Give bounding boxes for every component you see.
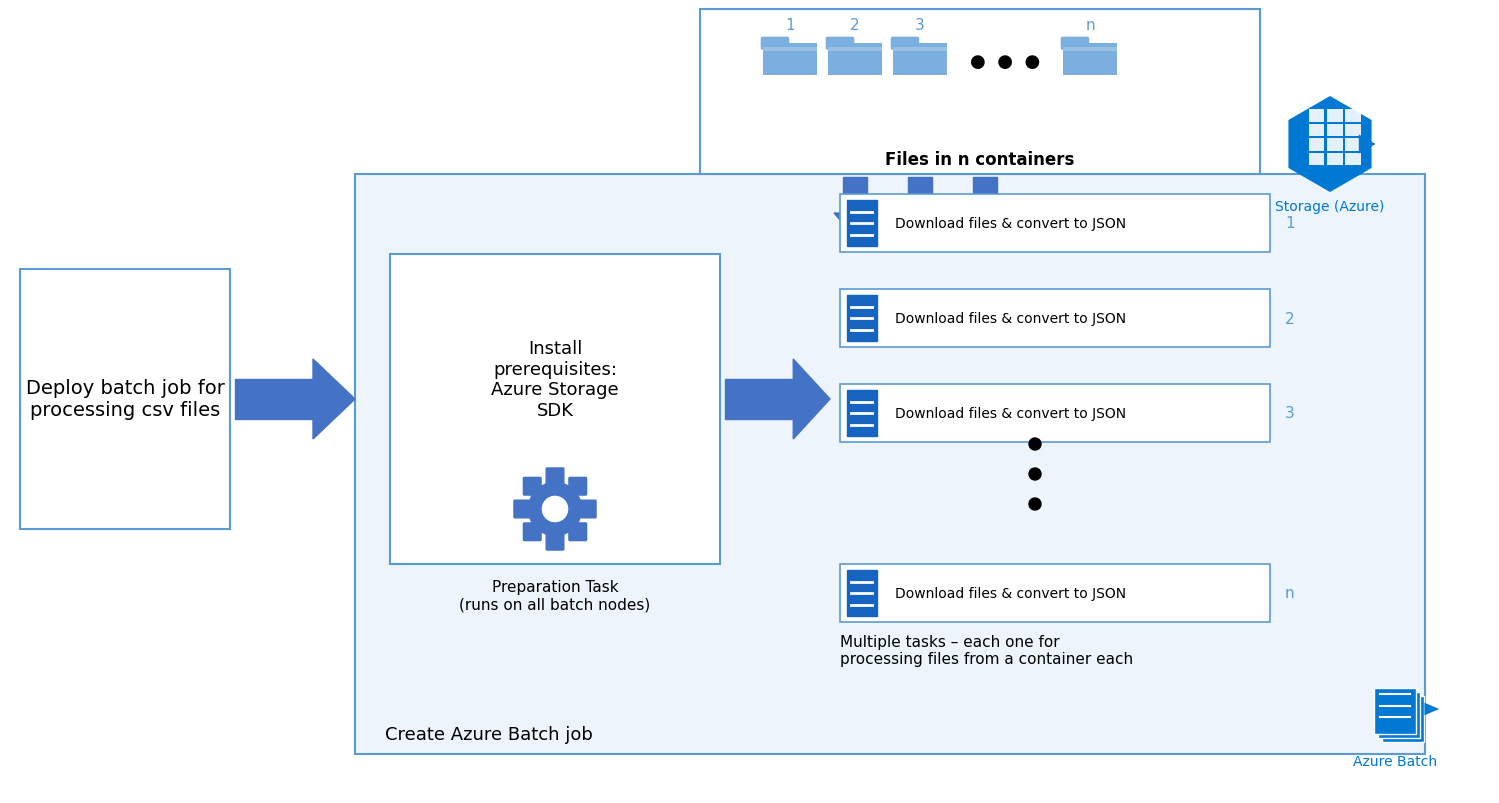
FancyBboxPatch shape	[514, 500, 532, 518]
FancyBboxPatch shape	[847, 570, 877, 616]
FancyBboxPatch shape	[844, 177, 866, 214]
FancyBboxPatch shape	[523, 524, 541, 541]
Polygon shape	[1358, 135, 1376, 154]
Polygon shape	[899, 214, 941, 238]
Circle shape	[1028, 438, 1040, 450]
Text: Download files & convert to JSON: Download files & convert to JSON	[895, 217, 1126, 230]
FancyBboxPatch shape	[847, 201, 877, 247]
Text: 3: 3	[914, 18, 925, 32]
Text: Install
prerequisites:
Azure Storage
SDK: Install prerequisites: Azure Storage SDK	[492, 340, 619, 420]
Text: Create Azure Batch job: Create Azure Batch job	[385, 725, 594, 743]
FancyBboxPatch shape	[847, 296, 877, 341]
Text: 1: 1	[1285, 216, 1295, 231]
Circle shape	[1028, 499, 1040, 511]
FancyBboxPatch shape	[546, 468, 564, 486]
Text: ●  ●  ●: ● ● ●	[970, 53, 1040, 71]
FancyBboxPatch shape	[1063, 44, 1117, 75]
Text: Storage (Azure): Storage (Azure)	[1276, 200, 1385, 214]
FancyBboxPatch shape	[1345, 153, 1361, 166]
FancyBboxPatch shape	[839, 385, 1270, 442]
FancyBboxPatch shape	[1378, 692, 1420, 738]
Polygon shape	[1424, 703, 1439, 715]
FancyBboxPatch shape	[1375, 688, 1417, 734]
Text: 2: 2	[1285, 311, 1295, 326]
Polygon shape	[833, 214, 875, 238]
Text: Multiple tasks – each one for
processing files from a container each: Multiple tasks – each one for processing…	[839, 634, 1133, 666]
Circle shape	[1028, 468, 1040, 480]
Text: 1: 1	[785, 18, 794, 32]
FancyBboxPatch shape	[1327, 110, 1343, 123]
Text: Files in n containers: Files in n containers	[886, 151, 1075, 169]
Polygon shape	[964, 214, 1006, 238]
FancyBboxPatch shape	[908, 177, 931, 214]
FancyBboxPatch shape	[1382, 696, 1424, 742]
FancyBboxPatch shape	[839, 565, 1270, 622]
FancyBboxPatch shape	[1061, 38, 1090, 51]
FancyBboxPatch shape	[546, 532, 564, 550]
FancyBboxPatch shape	[1327, 139, 1343, 152]
FancyBboxPatch shape	[763, 48, 817, 52]
Text: Deploy batch job for
processing csv files: Deploy batch job for processing csv file…	[25, 379, 225, 420]
FancyBboxPatch shape	[763, 44, 817, 75]
FancyBboxPatch shape	[760, 38, 790, 51]
FancyBboxPatch shape	[847, 390, 877, 437]
FancyBboxPatch shape	[1309, 153, 1324, 166]
Text: Download files & convert to JSON: Download files & convert to JSON	[895, 312, 1126, 325]
Text: Preparation Task
(runs on all batch nodes): Preparation Task (runs on all batch node…	[459, 579, 651, 612]
FancyBboxPatch shape	[579, 500, 597, 518]
FancyBboxPatch shape	[827, 44, 883, 75]
Text: Download files & convert to JSON: Download files & convert to JSON	[895, 586, 1126, 601]
FancyBboxPatch shape	[19, 270, 229, 529]
FancyBboxPatch shape	[973, 177, 997, 214]
FancyBboxPatch shape	[893, 44, 947, 75]
Text: Azure Batch: Azure Batch	[1354, 754, 1438, 768]
FancyBboxPatch shape	[570, 478, 586, 495]
Text: n: n	[1085, 18, 1094, 32]
FancyBboxPatch shape	[1309, 110, 1324, 123]
FancyBboxPatch shape	[1327, 124, 1343, 137]
FancyBboxPatch shape	[1063, 48, 1117, 52]
FancyBboxPatch shape	[826, 38, 854, 51]
FancyBboxPatch shape	[1345, 124, 1361, 137]
FancyBboxPatch shape	[235, 380, 313, 419]
FancyBboxPatch shape	[1309, 124, 1324, 137]
FancyBboxPatch shape	[1345, 139, 1361, 152]
FancyBboxPatch shape	[726, 380, 793, 419]
Polygon shape	[793, 360, 830, 439]
Text: n: n	[1285, 585, 1295, 601]
Circle shape	[529, 483, 582, 536]
FancyBboxPatch shape	[839, 290, 1270, 348]
FancyBboxPatch shape	[1309, 139, 1324, 152]
FancyBboxPatch shape	[570, 524, 586, 541]
FancyBboxPatch shape	[1327, 153, 1343, 166]
Text: Download files & convert to JSON: Download files & convert to JSON	[895, 406, 1126, 421]
Text: 2: 2	[850, 18, 860, 32]
FancyBboxPatch shape	[890, 38, 919, 51]
FancyBboxPatch shape	[827, 48, 883, 52]
FancyBboxPatch shape	[390, 255, 720, 565]
FancyBboxPatch shape	[1345, 110, 1361, 123]
FancyBboxPatch shape	[355, 175, 1426, 754]
FancyBboxPatch shape	[523, 478, 541, 495]
FancyBboxPatch shape	[839, 195, 1270, 253]
Polygon shape	[313, 360, 355, 439]
Text: 3: 3	[1285, 406, 1295, 421]
FancyBboxPatch shape	[893, 48, 947, 52]
FancyBboxPatch shape	[700, 10, 1261, 175]
Circle shape	[543, 497, 568, 522]
